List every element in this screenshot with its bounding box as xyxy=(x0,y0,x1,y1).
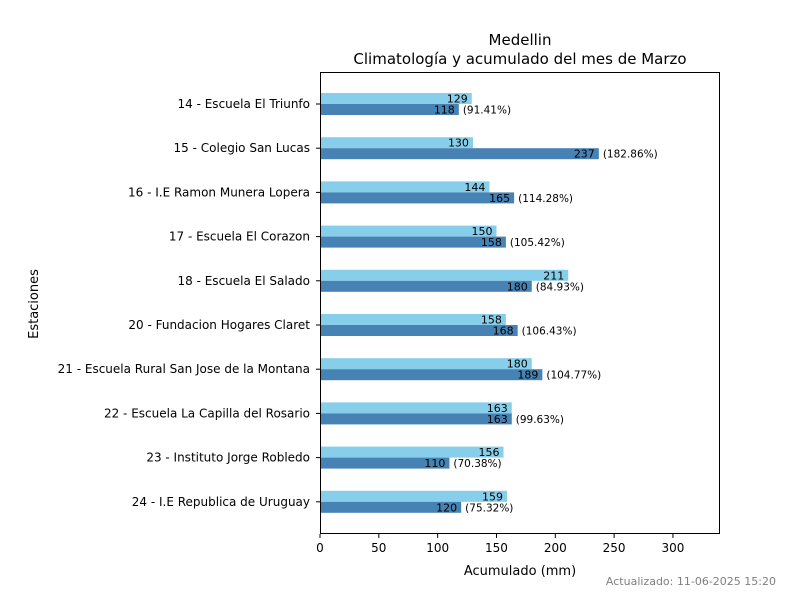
bar-percent-label: (104.77%) xyxy=(546,370,601,382)
bar-value-label: 158 xyxy=(481,236,502,249)
y-tick-label: 23 - Instituto Jorge Robledo xyxy=(146,451,310,465)
bar-percent-label: (182.86%) xyxy=(603,149,658,161)
bar-value-label: 189 xyxy=(517,369,538,382)
x-tick-label: 0 xyxy=(316,541,324,555)
bar-climatologia xyxy=(320,181,490,193)
bar-percent-label: (84.93%) xyxy=(536,281,584,293)
bar-percent-label: (75.32%) xyxy=(465,502,513,514)
bar-climatologia xyxy=(320,93,472,104)
bar-value-label: 118 xyxy=(434,104,455,117)
bar-value-label: 163 xyxy=(487,413,508,426)
bar-value-label: 144 xyxy=(464,181,485,194)
x-tick-label: 200 xyxy=(544,541,567,555)
bar-value-label: 158 xyxy=(481,314,502,327)
y-tick-label: 16 - I.E Ramon Munera Lopera xyxy=(128,185,310,199)
bar-percent-label: (105.42%) xyxy=(510,237,565,249)
y-tick-label: 24 - I.E Republica de Uruguay xyxy=(132,495,310,509)
y-tick-label: 18 - Escuela El Salado xyxy=(178,274,311,288)
bar-value-label: 168 xyxy=(493,325,514,338)
bar-value-label: 150 xyxy=(471,225,492,238)
bar-value-label: 165 xyxy=(489,192,510,205)
y-axis-label: Estaciones xyxy=(27,269,42,339)
x-tick-label: 300 xyxy=(661,541,684,555)
bar-acumulado xyxy=(320,280,532,292)
bar-acumulado xyxy=(320,501,462,513)
bar-acumulado xyxy=(320,325,518,336)
x-axis-label: Acumulado (mm) xyxy=(464,564,576,579)
bar-value-label: 110 xyxy=(424,457,445,470)
bar-percent-label: (114.28%) xyxy=(518,193,573,205)
y-tick-label: 22 - Escuela La Capilla del Rosario xyxy=(104,406,310,420)
x-axis-ticks: 0 50 100 150 200 250 300 xyxy=(316,534,684,555)
bar-percent-label: (91.41%) xyxy=(463,105,511,117)
y-axis-ticks: 14 - Escuela El Triunfo 15 - Colegio San … xyxy=(58,97,320,509)
bar-acumulado xyxy=(320,192,515,204)
bar-percent-label: (99.63%) xyxy=(516,414,564,426)
bar-value-label: 180 xyxy=(507,280,528,293)
y-tick-label: 17 - Escuela El Corazon xyxy=(169,230,310,244)
y-tick-label: 20 - Fundacion Hogares Claret xyxy=(128,318,310,332)
bar-acumulado xyxy=(320,457,450,469)
bar-acumulado xyxy=(320,236,506,248)
bar-value-label: 159 xyxy=(482,490,503,503)
bar-climatologia xyxy=(320,490,508,502)
bar-climatologia xyxy=(320,225,497,237)
x-tick-label: 100 xyxy=(426,541,449,555)
bar-acumulado xyxy=(320,369,543,381)
bar-percent-label: (106.43%) xyxy=(522,326,577,338)
bar-climatologia xyxy=(320,446,504,458)
bar-climatologia xyxy=(320,137,473,149)
bar-acumulado xyxy=(320,104,459,115)
x-tick-label: 50 xyxy=(371,541,386,555)
chart-subtitle: Climatología y acumulado del mes de Marz… xyxy=(353,50,686,68)
bar-climatologia xyxy=(320,314,506,325)
y-tick-label: 21 - Escuela Rural San Jose de la Montan… xyxy=(58,362,310,376)
bar-value-label: 156 xyxy=(479,446,500,459)
bar-climatologia xyxy=(320,269,569,281)
bar-value-label: 130 xyxy=(448,137,469,150)
bar-percent-label: (70.38%) xyxy=(453,458,501,470)
bar-value-label: 237 xyxy=(574,148,595,161)
bar-value-label: 180 xyxy=(507,358,528,371)
bar-climatologia xyxy=(320,358,532,370)
bar-acumulado xyxy=(320,148,599,160)
x-tick-label: 150 xyxy=(485,541,508,555)
updated-timestamp: Actualizado: 11-06-2025 15:20 xyxy=(606,575,776,588)
bar-value-label: 211 xyxy=(543,269,564,282)
bar-value-label: 129 xyxy=(447,93,468,106)
x-tick-label: 250 xyxy=(603,541,626,555)
y-tick-label: 14 - Escuela El Triunfo xyxy=(178,97,311,111)
chart-title: Medellin xyxy=(489,31,552,49)
plot-frame xyxy=(320,72,720,534)
bar-acumulado xyxy=(320,413,512,425)
bar-climatologia xyxy=(320,402,512,414)
bar-value-label: 120 xyxy=(436,501,457,514)
bar-value-label: 163 xyxy=(487,402,508,415)
y-tick-label: 15 - Colegio San Lucas xyxy=(174,141,310,155)
